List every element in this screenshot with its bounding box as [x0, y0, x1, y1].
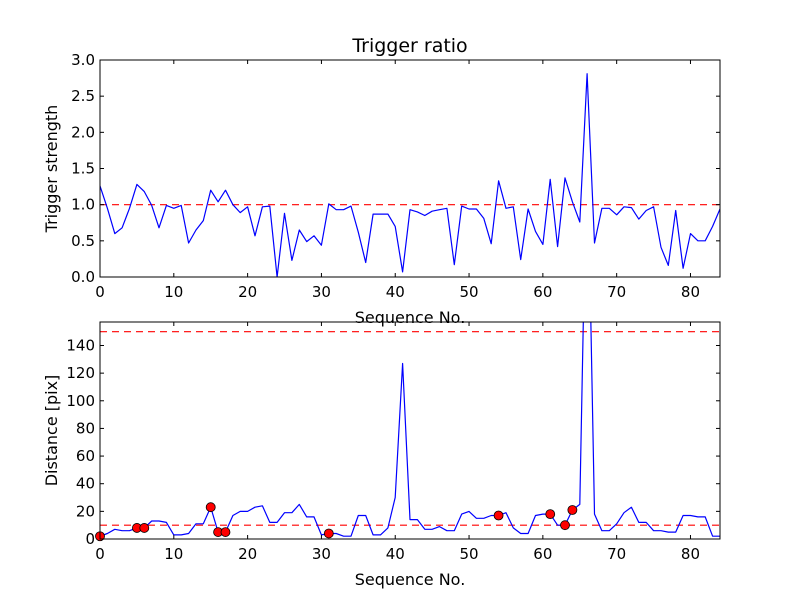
x-tick-label: 20 [238, 545, 257, 563]
x-tick-label: 10 [164, 283, 183, 301]
y-tick-label: 2.5 [71, 87, 95, 105]
y-tick-label: 1.5 [71, 160, 95, 178]
y-tick-label: 3.0 [71, 51, 95, 69]
data-point [545, 509, 556, 520]
marker-group [95, 502, 578, 542]
y-tick-label: 0 [85, 530, 95, 548]
x-axis-title: Sequence No. [355, 570, 466, 589]
x-tick-label: 0 [95, 545, 105, 563]
x-tick-label: 60 [533, 545, 552, 563]
trigger-ratio-plot: 0 10 20 30 40 50 60 70 80 0.0 0.5 1.0 1.5 2.0 2.5 3.0 Se… [42, 35, 721, 327]
x-tick-label: 40 [386, 545, 405, 563]
y-tick-label: 80 [76, 419, 95, 437]
x-tick-label: 30 [312, 283, 331, 301]
x-axis-title: Sequence No. [355, 308, 466, 327]
series-line [100, 322, 720, 537]
x-tick-label: 60 [533, 283, 552, 301]
y-tick-label: 0.5 [71, 232, 95, 250]
x-tick-label: 20 [238, 283, 257, 301]
data-point [139, 523, 150, 533]
y-tick-label: 0.0 [71, 268, 95, 286]
y-tick-label: 60 [76, 447, 95, 465]
y-tick-label: 120 [66, 364, 95, 382]
axes-frame [99, 321, 721, 540]
axes-frame [99, 59, 721, 278]
y-tick-label: 2.0 [71, 123, 95, 141]
series-line [100, 73, 720, 277]
data-point [220, 527, 231, 537]
y-tick-label: 1.0 [71, 196, 95, 214]
data-point [323, 528, 334, 539]
y-axis-title: Trigger strength [42, 105, 61, 234]
chart-title: Trigger ratio [351, 35, 467, 57]
x-tick-label: 0 [95, 283, 105, 301]
x-tick-label: 70 [607, 283, 626, 301]
x-tick-label: 50 [460, 283, 479, 301]
x-tick-label: 30 [312, 545, 331, 563]
data-point [560, 520, 570, 531]
x-tick-label: 80 [681, 283, 700, 301]
y-tick-label: 20 [76, 502, 95, 520]
x-tick-label: 50 [460, 545, 479, 563]
distance-plot: 0 10 20 30 40 50 60 70 80 0 20 40 60 80 100 120 140 Seque… [42, 321, 721, 589]
data-point [493, 510, 504, 521]
y-tick-label: 140 [66, 336, 95, 354]
data-point [205, 502, 216, 513]
y-axis-title: Distance [pix] [42, 375, 61, 487]
x-tick-label: 10 [164, 545, 183, 563]
x-tick-label: 40 [386, 283, 405, 301]
y-tick-label: 40 [76, 475, 95, 493]
data-point [567, 505, 578, 515]
x-tick-label: 70 [607, 545, 626, 563]
y-tick-label: 100 [66, 392, 95, 410]
x-tick-label: 80 [681, 545, 700, 563]
